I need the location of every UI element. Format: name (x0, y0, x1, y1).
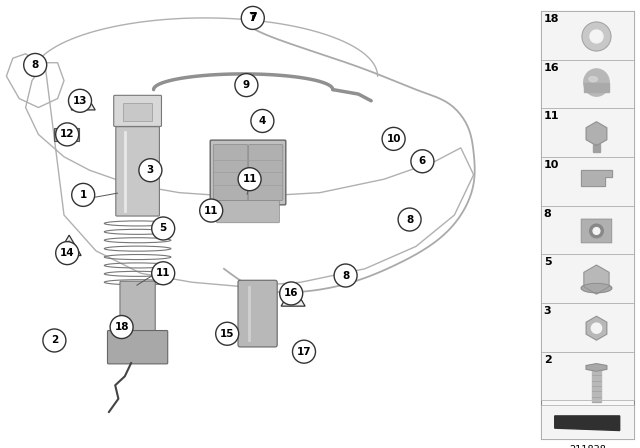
Circle shape (152, 217, 175, 240)
Text: 11: 11 (204, 206, 218, 215)
Ellipse shape (581, 284, 612, 293)
Circle shape (200, 199, 223, 222)
FancyBboxPatch shape (238, 280, 277, 347)
Circle shape (238, 168, 261, 191)
Text: 5: 5 (544, 257, 552, 267)
FancyBboxPatch shape (248, 145, 283, 200)
Circle shape (591, 323, 602, 333)
Bar (584, 83, 609, 92)
Circle shape (72, 183, 95, 207)
Polygon shape (281, 286, 305, 306)
Circle shape (68, 89, 92, 112)
Circle shape (43, 329, 66, 352)
Polygon shape (586, 122, 607, 146)
Circle shape (398, 208, 421, 231)
Text: 16: 16 (544, 63, 559, 73)
Text: 7: 7 (248, 11, 257, 24)
Text: 8: 8 (31, 60, 39, 70)
Text: 11: 11 (156, 268, 170, 278)
Circle shape (593, 228, 600, 234)
Bar (541, 60, 634, 108)
Text: 1: 1 (79, 190, 87, 200)
Circle shape (56, 123, 79, 146)
Text: 16: 16 (284, 289, 298, 298)
Text: 2: 2 (51, 336, 58, 345)
Bar (541, 405, 634, 439)
Text: 11: 11 (243, 174, 257, 184)
Bar (123, 103, 152, 121)
Bar (541, 11, 634, 439)
Circle shape (334, 264, 357, 287)
Text: 9: 9 (243, 80, 250, 90)
Polygon shape (581, 170, 612, 186)
Polygon shape (584, 265, 609, 294)
Circle shape (241, 80, 252, 90)
Text: 10: 10 (544, 160, 559, 170)
Polygon shape (71, 90, 95, 110)
Bar (593, 144, 600, 152)
Bar (0, 0, 531, 448)
Bar (541, 352, 634, 400)
Text: 10: 10 (387, 134, 401, 144)
Circle shape (139, 159, 162, 182)
FancyBboxPatch shape (581, 219, 612, 243)
Text: 5: 5 (159, 224, 167, 233)
Text: 15: 15 (220, 329, 234, 339)
Circle shape (56, 241, 79, 265)
Circle shape (382, 127, 405, 151)
Polygon shape (586, 364, 607, 371)
FancyBboxPatch shape (210, 140, 286, 205)
FancyBboxPatch shape (216, 201, 280, 223)
Circle shape (582, 22, 611, 51)
Circle shape (589, 224, 604, 238)
Ellipse shape (584, 69, 609, 96)
Ellipse shape (589, 77, 597, 82)
Bar (541, 11, 634, 60)
Bar (541, 206, 634, 254)
Text: 3: 3 (147, 165, 154, 175)
Text: 13: 13 (73, 96, 87, 106)
FancyBboxPatch shape (213, 145, 248, 200)
Circle shape (241, 6, 264, 30)
Text: 3: 3 (544, 306, 552, 316)
FancyBboxPatch shape (120, 281, 156, 337)
Text: 4: 4 (259, 116, 266, 126)
Text: 18: 18 (544, 14, 559, 24)
Bar (541, 303, 634, 352)
Circle shape (152, 262, 175, 285)
Circle shape (110, 315, 133, 339)
Text: 2: 2 (544, 354, 552, 365)
Text: 8: 8 (406, 215, 413, 224)
Text: 11: 11 (544, 112, 559, 121)
Circle shape (24, 53, 47, 77)
Circle shape (411, 150, 434, 173)
Text: 8: 8 (544, 209, 552, 219)
FancyBboxPatch shape (116, 127, 159, 216)
Circle shape (590, 30, 603, 43)
Polygon shape (57, 235, 81, 255)
Text: 7: 7 (249, 13, 257, 23)
Circle shape (216, 322, 239, 345)
Text: 8: 8 (342, 271, 349, 280)
Bar (541, 108, 634, 157)
Bar (54, 128, 79, 141)
Circle shape (235, 73, 258, 97)
Circle shape (292, 340, 316, 363)
FancyBboxPatch shape (114, 95, 161, 126)
Bar (592, 368, 601, 402)
Circle shape (251, 109, 274, 133)
Text: 12: 12 (60, 129, 74, 139)
Polygon shape (586, 316, 607, 340)
Bar (541, 157, 634, 206)
Text: 17: 17 (297, 347, 311, 357)
FancyBboxPatch shape (108, 331, 168, 364)
Bar (541, 254, 634, 303)
Text: 18: 18 (115, 322, 129, 332)
Polygon shape (555, 416, 620, 431)
Text: 14: 14 (60, 248, 74, 258)
Circle shape (280, 282, 303, 305)
Text: 6: 6 (419, 156, 426, 166)
Text: 211838: 211838 (569, 445, 605, 448)
